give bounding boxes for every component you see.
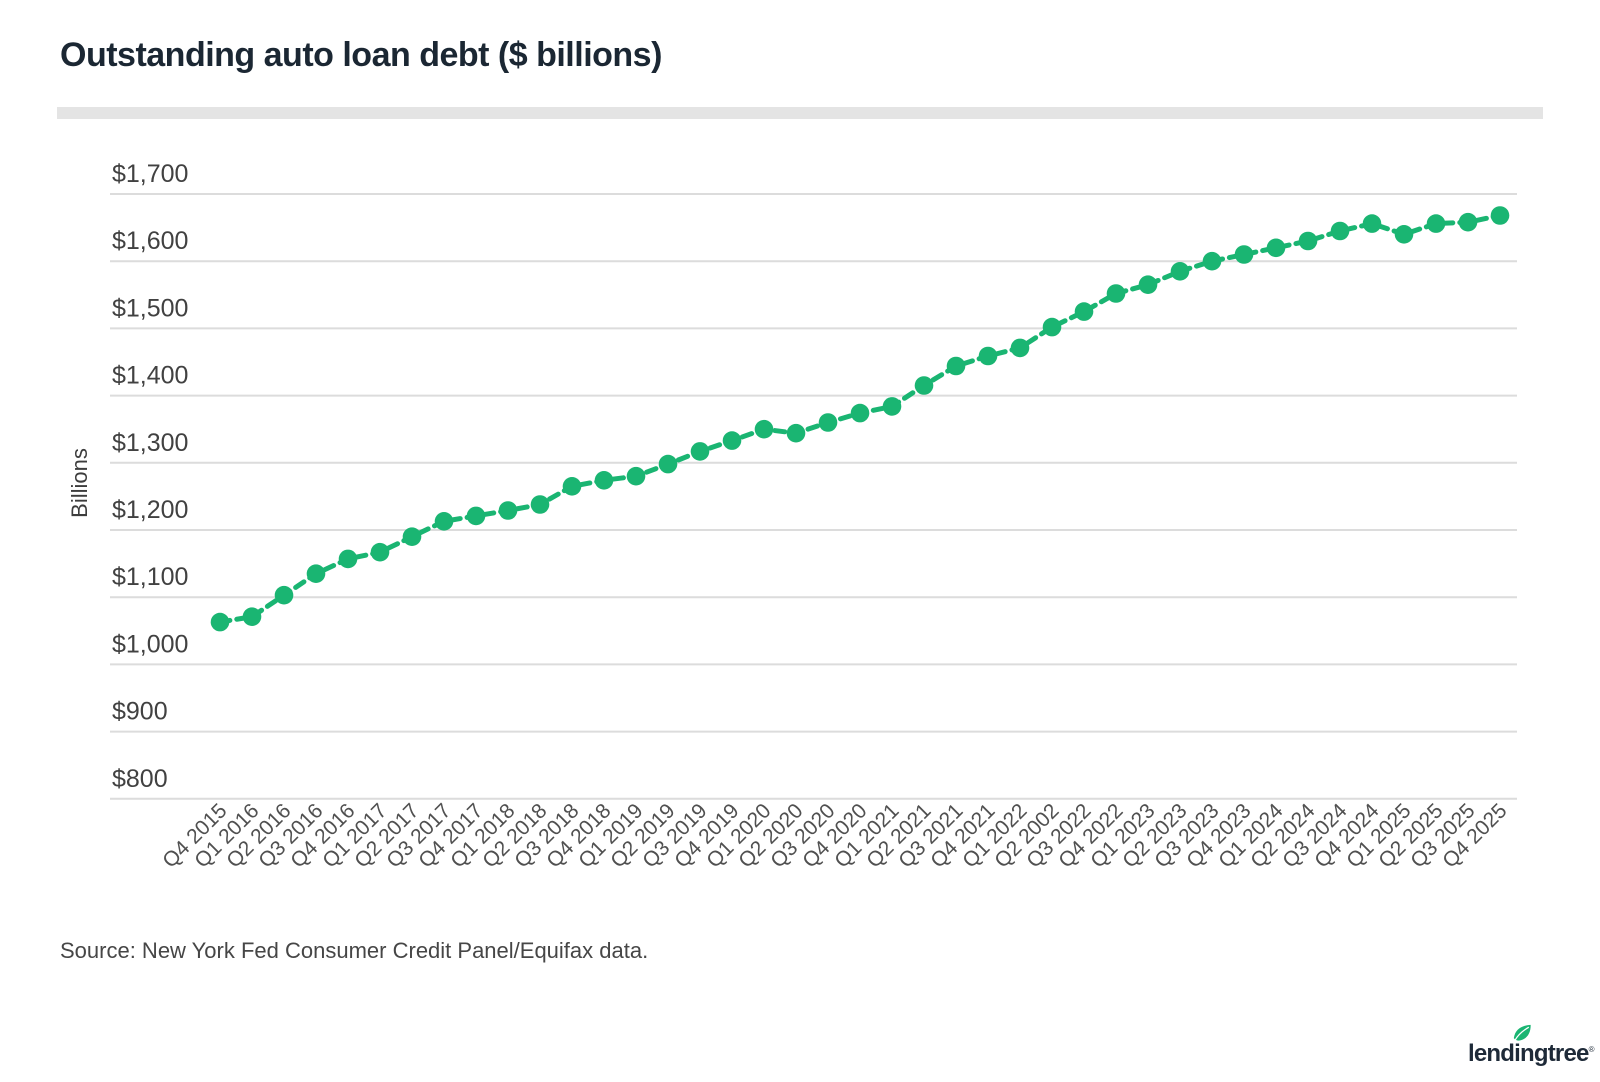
y-tick-label: $1,500 [112,294,188,322]
data-point [1266,238,1286,258]
data-point [1490,206,1510,225]
y-tick-label: $1,400 [112,362,188,390]
data-point [1170,262,1190,281]
data-point [1234,245,1254,264]
y-tick-label: $1,700 [112,160,188,188]
data-point [1202,251,1222,271]
lendingtree-logo: lendingtree® [1468,1024,1594,1072]
data-point [306,564,326,583]
data-point [242,607,262,626]
y-tick-label: $1,200 [112,496,188,524]
data-point [1010,338,1030,358]
data-point [338,549,358,569]
data-point [1362,214,1382,233]
y-axis-title: Billions [67,448,92,518]
data-point [466,506,486,526]
data-point [530,495,550,514]
brand-name: lendingtree [1468,1040,1589,1067]
data-point [818,413,838,432]
data-point [1394,225,1414,244]
data-point [978,346,998,366]
data-point [1330,221,1350,241]
data-point [786,423,806,443]
data-point [722,431,742,450]
source-note: Source: New York Fed Consumer Credit Pan… [60,938,649,963]
data-point [498,501,518,520]
lendingtree-logo-text: lendingtree® [1468,1040,1594,1068]
data-point [1106,284,1126,303]
registered-mark: ® [1588,1045,1595,1054]
data-point [594,471,614,490]
y-tick-label: $1,300 [112,429,188,457]
title-divider [57,107,1543,119]
data-point [658,454,678,474]
data-point [1074,302,1094,321]
chart-title: Outstanding auto loan debt ($ billions) [60,36,662,74]
y-tick-label: $900 [112,698,168,726]
data-point [882,397,902,416]
leaf-icon [1513,1024,1531,1041]
data-point [370,542,390,562]
data-point [402,527,422,546]
data-point [850,403,870,423]
data-point [210,612,230,632]
data-point [754,419,774,439]
data-point [1042,317,1062,337]
y-tick-label: $1,100 [112,563,188,591]
y-tick-label: $800 [112,765,168,793]
y-tick-label: $1,600 [112,227,188,255]
y-tick-label: $1,000 [112,630,188,658]
data-point [1426,214,1446,233]
data-point [274,585,294,605]
data-point [1298,231,1318,251]
data-point [1138,275,1158,295]
data-point [690,442,710,461]
data-point [946,356,966,376]
data-point [434,512,454,531]
data-point [914,376,934,395]
data-point [562,477,582,496]
data-point [1458,212,1478,232]
data-point [626,466,646,486]
